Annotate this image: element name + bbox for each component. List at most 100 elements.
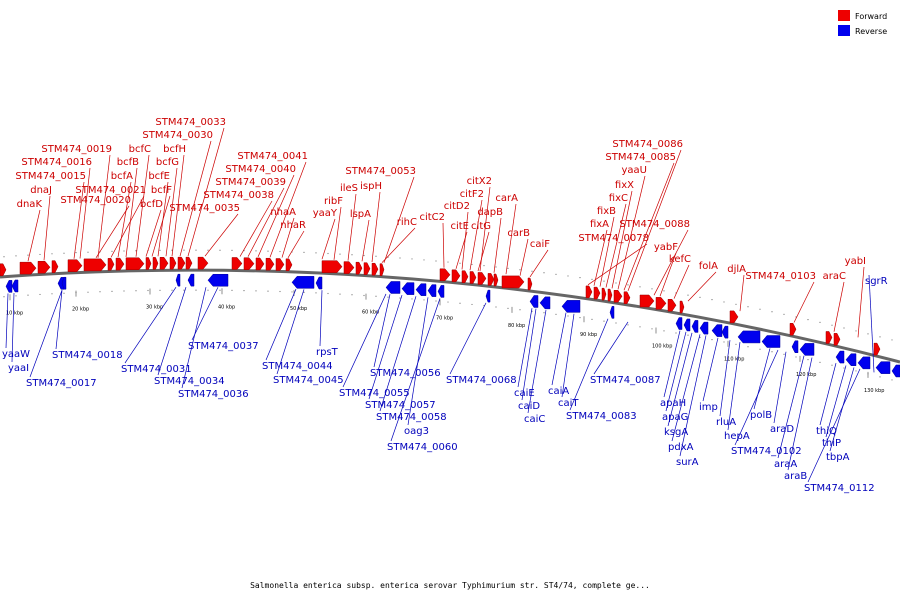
forward-leader-line	[493, 217, 502, 273]
minor-tick	[723, 301, 725, 303]
minor-tick	[99, 291, 101, 293]
scale-ticks: 10 kbp 20 kbp 30 kbp 40 kbp 50 kbp 60 kbp 70 k…	[3, 249, 893, 394]
minor-tick	[39, 253, 41, 256]
forward-gene-label: kefC	[669, 254, 691, 265]
forward-leader-line	[529, 249, 549, 278]
forward-gene-arrow	[355, 261, 363, 275]
forward-leader-line	[505, 203, 517, 275]
minor-tick	[495, 306, 497, 308]
forward-gene-label: bcfA	[111, 171, 133, 182]
tick-label: 30 kbp	[146, 304, 163, 310]
reverse-leader-line	[787, 357, 813, 471]
forward-gene-label: araC	[823, 271, 846, 282]
reverse-gene-label: polB	[750, 410, 772, 421]
minor-tick	[219, 289, 221, 291]
minor-tick	[159, 289, 161, 291]
forward-gene-arrow	[125, 257, 145, 271]
forward-leader-line	[442, 222, 445, 268]
forward-leader-line	[43, 195, 51, 261]
reverse-gene-label: STM474_0102	[731, 446, 802, 457]
reverse-gene-arrow	[609, 306, 615, 319]
forward-gene-arrow	[451, 269, 461, 283]
forward-gene-label: rihC	[397, 217, 417, 228]
forward-gene-arrow	[873, 342, 881, 356]
forward-gene-label: STM474_0020	[60, 195, 131, 206]
reverse-gene-label: STM474_0112	[804, 483, 875, 494]
forward-gene-arrow	[275, 258, 285, 271]
minor-tick	[267, 290, 269, 292]
reverse-gene-arrow	[539, 296, 551, 310]
reverse-gene-label: thiQ	[816, 426, 837, 437]
forward-leader-line	[587, 243, 648, 286]
forward-gene-label: STM474_0086	[612, 139, 683, 150]
minor-tick	[363, 254, 365, 257]
forward-gene-label: citF2	[460, 189, 484, 200]
forward-gene-arrow	[107, 258, 115, 271]
minor-tick	[351, 294, 353, 296]
forward-gene-arrow	[37, 260, 51, 274]
minor-tick	[831, 324, 833, 326]
reverse-gene-arrow	[315, 276, 323, 290]
forward-leader-line	[239, 200, 273, 257]
reverse-leader-line	[727, 342, 741, 431]
reverse-gene-arrow	[891, 364, 900, 378]
forward-gene-arrow	[833, 333, 841, 346]
reverse-gene-label: STM474_0044	[262, 361, 333, 372]
tick-label: 90 kbp	[580, 332, 597, 338]
reverse-gene-label: STM474_0018	[52, 350, 123, 361]
reverse-leader-line	[521, 308, 537, 401]
forward-gene-label: folA	[699, 261, 718, 272]
forward-gene-label: STM474_0088	[619, 219, 690, 230]
tick-label: 20 kbp	[72, 307, 89, 313]
reverse-gene-label: STM474_0060	[387, 442, 458, 453]
reverse-leader-line	[124, 286, 177, 364]
forward-gene-label: STM474_0030	[142, 130, 213, 141]
minor-tick	[195, 249, 197, 251]
minor-tick	[351, 254, 353, 256]
minor-tick	[207, 249, 209, 251]
gene-arrows	[0, 256, 900, 378]
minor-tick	[423, 299, 425, 301]
reverse-gene-label: STM474_0083	[566, 411, 637, 422]
forward-gene-arrow	[0, 263, 7, 277]
minor-tick	[699, 296, 701, 298]
minor-tick	[51, 293, 53, 295]
minor-tick	[75, 292, 77, 294]
reverse-gene-arrow	[857, 356, 871, 370]
minor-tick	[819, 321, 821, 323]
reverse-gene-arrow	[529, 295, 539, 308]
minor-tick	[555, 273, 557, 275]
forward-gene-label: fixX	[615, 180, 634, 191]
reverse-gene-arrow	[845, 353, 857, 366]
forward-gene-arrow	[379, 263, 385, 276]
reverse-leader-line	[276, 289, 305, 375]
reverse-leader-line	[551, 312, 567, 386]
forward-gene-label: citG	[471, 221, 491, 232]
minor-tick	[759, 348, 761, 350]
reverse-leader-line	[868, 274, 875, 373]
minor-tick	[615, 322, 617, 324]
forward-leader-line	[627, 149, 682, 292]
minor-tick	[303, 251, 305, 253]
tick-label: 130 kbp	[864, 388, 884, 394]
reverse-leader-line	[593, 321, 629, 375]
reverse-leader-line	[449, 302, 487, 375]
forward-gene-arrow	[363, 262, 371, 275]
tick-label: 10 kbp	[6, 310, 23, 316]
forward-leader-line	[381, 227, 416, 263]
forward-gene-label: bcfF	[151, 185, 172, 196]
minor-tick	[483, 265, 485, 267]
minor-tick	[771, 351, 773, 353]
minor-tick	[855, 330, 857, 332]
minor-tick	[831, 364, 833, 366]
reverse-gene-arrow	[187, 273, 195, 287]
forward-gene-arrow	[667, 299, 677, 312]
minor-tick	[867, 333, 869, 335]
forward-leader-line	[333, 206, 342, 260]
reverse-gene-label: hepA	[724, 431, 750, 442]
minor-tick	[27, 254, 29, 256]
reverse-gene-arrow	[385, 281, 401, 294]
minor-tick	[423, 259, 425, 261]
forward-gene-arrow	[461, 270, 469, 283]
forward-leader-line	[653, 229, 689, 296]
